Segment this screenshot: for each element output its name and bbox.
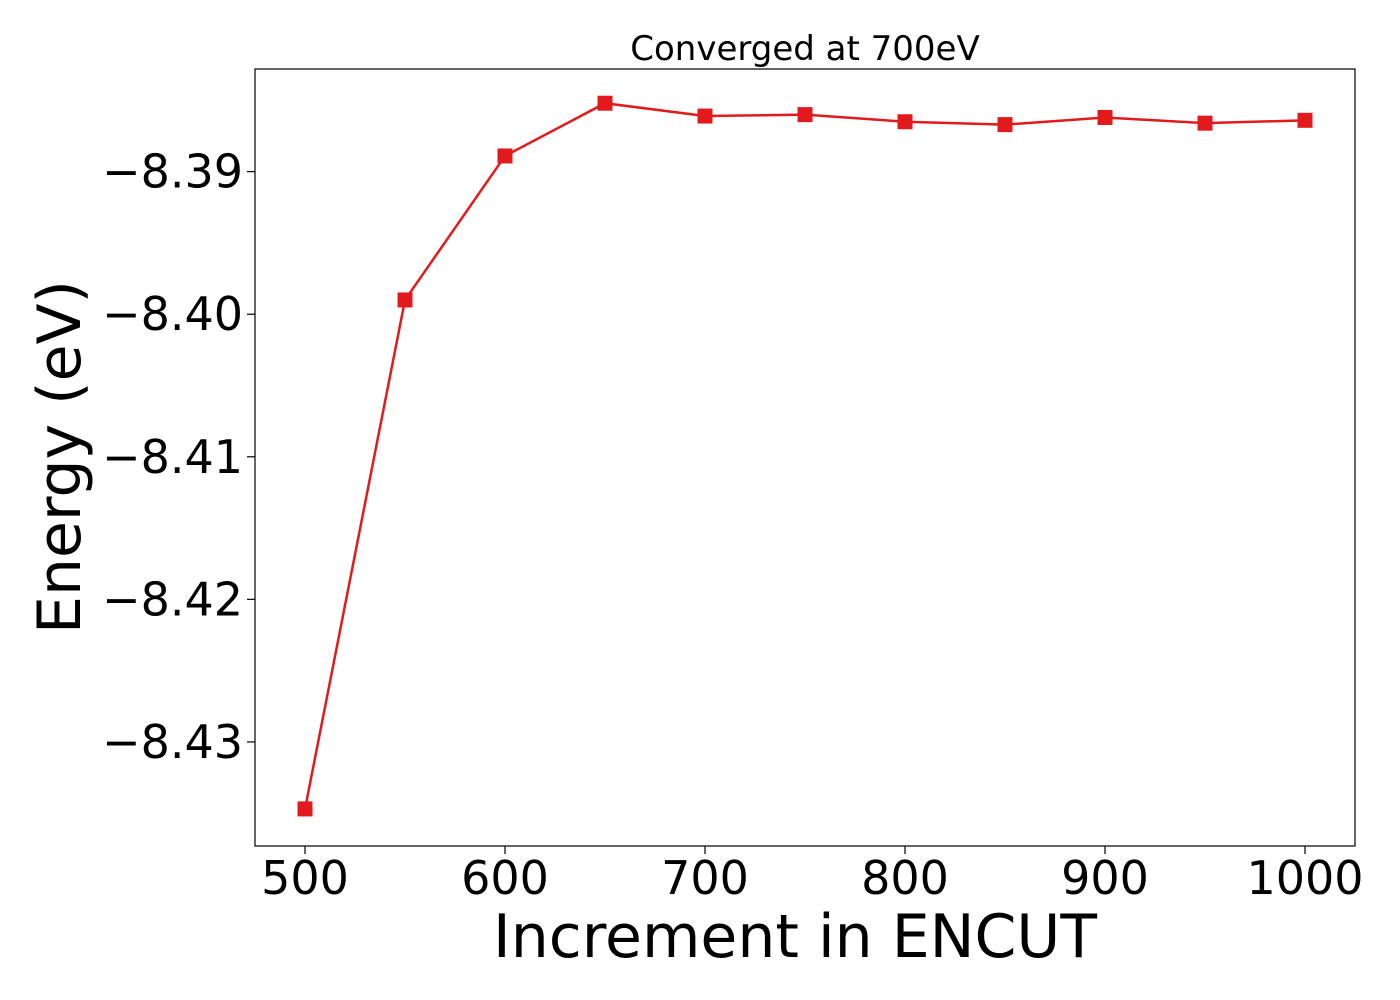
data-point-marker (497, 148, 513, 164)
plot-area-frame (254, 68, 1356, 847)
data-point-marker (1097, 109, 1113, 125)
data-point-marker (397, 292, 413, 308)
x-tick-label: 700 (661, 851, 749, 905)
x-tick-label: 1000 (1246, 851, 1363, 905)
x-axis-label: Increment in ENCUT (493, 902, 1097, 972)
series-layer (297, 95, 1313, 817)
y-tick-label: −8.42 (102, 572, 243, 626)
data-point-marker (1297, 112, 1313, 128)
data-point-marker (297, 801, 313, 817)
x-axis-ticks: 500 600 700 800 900 1000 (261, 846, 1364, 905)
x-tick-label: 600 (461, 851, 549, 905)
data-point-marker (597, 95, 613, 111)
y-axis-ticks: −8.43 −8.42 −8.41 −8.40 −8.39 (102, 145, 255, 769)
data-point-marker (897, 114, 913, 130)
y-tick-label: −8.41 (102, 430, 243, 484)
data-point-marker (1197, 115, 1213, 131)
x-tick-label: 900 (1061, 851, 1149, 905)
y-axis-label: Energy (eV) (25, 280, 95, 634)
data-point-marker (697, 108, 713, 124)
x-tick-label: 800 (861, 851, 949, 905)
y-tick-label: −8.43 (102, 715, 243, 769)
y-tick-label: −8.40 (102, 287, 243, 341)
data-point-marker (997, 117, 1013, 133)
y-tick-label: −8.39 (102, 145, 243, 199)
x-tick-label: 500 (261, 851, 349, 905)
data-point-marker (797, 107, 813, 123)
chart-title: Converged at 700eV (630, 29, 979, 69)
series-line (303, 101, 1306, 810)
